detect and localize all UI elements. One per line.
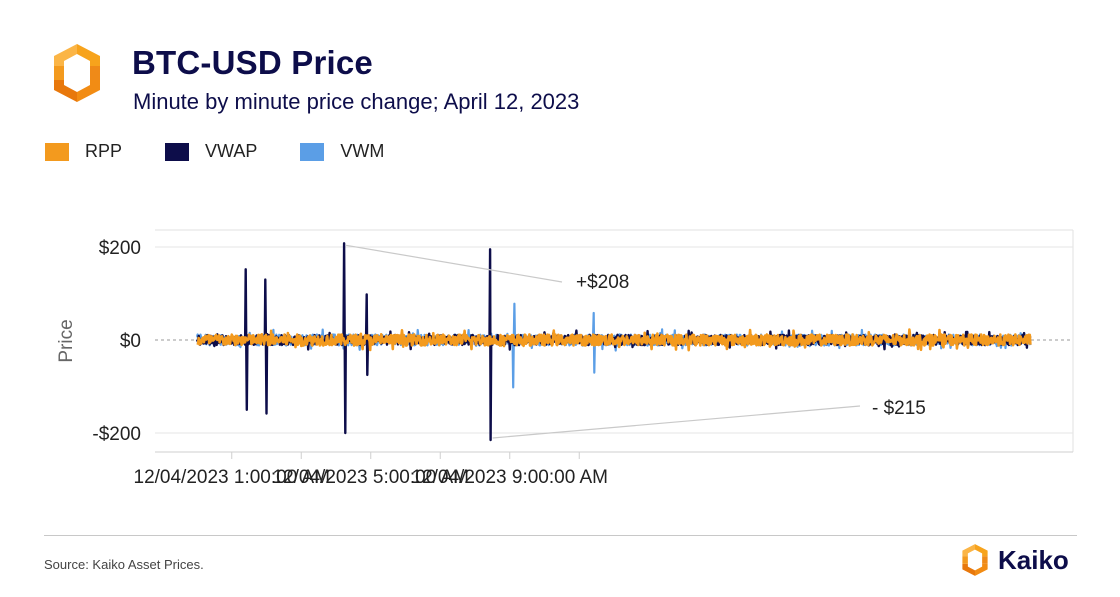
source-note: Source: Kaiko Asset Prices.: [44, 557, 204, 572]
legend-label-rpp: RPP: [85, 141, 123, 161]
brand: Kaiko: [958, 543, 1069, 577]
legend-swatch-vwap: [165, 142, 190, 161]
annotation-label-1: - $215: [872, 398, 926, 419]
footer-divider: [44, 535, 1077, 536]
legend-swatch-vwm: [300, 142, 325, 161]
y-tick-label-2: -$200: [92, 424, 141, 445]
legend-swatch-rpp: [45, 142, 69, 161]
annotation-leader-0: [346, 244, 563, 283]
y-axis-label: Price: [56, 319, 77, 362]
legend-item-rpp[interactable]: RPP: [45, 141, 122, 162]
annotation-label-0: +$208: [576, 272, 629, 293]
annotation-leader-1: [492, 405, 861, 439]
legend-item-vwap[interactable]: VWAP: [165, 141, 257, 162]
chart-subtitle: Minute by minute price change; April 12,…: [133, 89, 580, 114]
kaiko-brand-icon: [962, 544, 988, 576]
legend-label-vwm: VWM: [340, 141, 385, 161]
chart-title: BTC-USD Price: [132, 44, 373, 81]
legend: RPP VWAP VWM: [45, 141, 427, 162]
legend-item-vwm[interactable]: VWM: [300, 141, 384, 162]
x-tick-label-1: 12/04/2023 5:00:00 AM: [273, 467, 470, 488]
brand-name: Kaiko: [998, 544, 1069, 575]
kaiko-logo-icon: [54, 44, 100, 102]
x-tick-label-0: 12/04/2023 1:00:00 AM: [134, 467, 331, 488]
legend-label-vwap: VWAP: [205, 141, 258, 161]
y-tick-label-1: $0: [120, 331, 141, 352]
series-rpp-line: [196, 328, 1032, 352]
x-tick-label-2: 12/04/2023 9:00:00 AM: [412, 467, 609, 488]
y-tick-label-0: $200: [99, 238, 141, 259]
